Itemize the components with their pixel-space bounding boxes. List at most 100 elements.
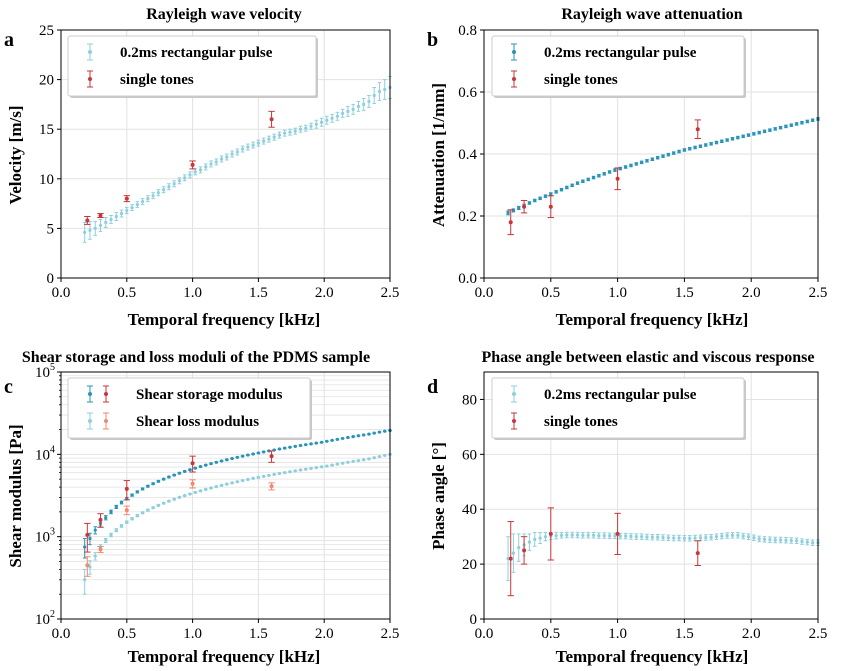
data-point [586, 177, 591, 182]
data-point [93, 526, 98, 535]
marker [522, 548, 527, 553]
x-tick-label: 1.5 [675, 285, 694, 301]
data-point [800, 538, 804, 545]
marker [119, 500, 124, 505]
data-point [602, 532, 607, 539]
panel-label: c [4, 376, 13, 398]
data-point [151, 482, 155, 486]
marker [618, 534, 622, 538]
legend-label: single tones [544, 72, 618, 88]
marker [269, 117, 274, 122]
y-axis-label: Phase angle [°] [429, 442, 448, 550]
marker [314, 122, 318, 126]
marker [172, 473, 176, 477]
data-point [725, 138, 729, 142]
marker [367, 457, 371, 461]
data-point [538, 196, 542, 201]
marker [114, 214, 118, 219]
marker [269, 454, 274, 459]
marker [548, 204, 553, 209]
marker [377, 430, 382, 434]
legend-marker [87, 385, 93, 403]
marker [190, 162, 195, 167]
data-point [746, 533, 751, 540]
data-point [161, 477, 166, 481]
marker [209, 486, 213, 490]
data-point [103, 515, 108, 521]
marker [607, 534, 612, 538]
data-point [346, 460, 350, 464]
data-point [277, 447, 282, 451]
marker [666, 536, 670, 540]
marker [597, 533, 601, 538]
y-tick-label: 105 [35, 362, 55, 381]
data-point [84, 522, 91, 553]
marker [704, 535, 708, 540]
marker [549, 192, 553, 196]
marker [135, 514, 139, 518]
data-point [314, 466, 319, 470]
marker [736, 135, 740, 140]
data-point [130, 204, 134, 212]
data-point [251, 452, 255, 456]
data-point [698, 144, 703, 148]
marker [666, 153, 670, 157]
marker [325, 118, 329, 122]
data-point [752, 132, 756, 136]
data-point [506, 210, 510, 216]
data-point [372, 431, 377, 435]
y-tick-label: 103 [35, 527, 55, 546]
marker [508, 220, 513, 225]
marker [634, 535, 638, 539]
marker [581, 179, 585, 183]
data-point [140, 511, 145, 515]
marker [762, 129, 767, 133]
marker [661, 154, 665, 158]
marker [198, 464, 203, 469]
marker [146, 197, 150, 201]
data-point [335, 437, 340, 441]
marker [288, 470, 292, 474]
data-point [703, 534, 708, 541]
legend: 0.2ms rectangular pulse single tones [491, 377, 746, 440]
data-point [256, 139, 261, 147]
data-point [268, 482, 275, 491]
data-point [282, 129, 287, 137]
data-point [261, 137, 266, 145]
marker [351, 435, 355, 439]
marker [695, 127, 700, 132]
marker [293, 129, 297, 133]
data-point [538, 532, 542, 545]
data-point [256, 451, 261, 455]
marker [267, 137, 271, 141]
marker [591, 175, 596, 180]
y-tick-label: 0.0 [458, 271, 477, 287]
data-point [346, 435, 350, 440]
marker [624, 165, 628, 169]
data-point [203, 487, 208, 492]
marker [677, 149, 681, 154]
series-0-2ms-rectangular-pulse [506, 117, 820, 216]
marker [508, 556, 513, 561]
marker [314, 466, 318, 470]
data-point [84, 215, 91, 225]
marker [773, 127, 777, 131]
marker [768, 538, 772, 542]
marker [736, 533, 740, 537]
data-point [309, 122, 313, 130]
x-tick-label: 1.5 [249, 626, 268, 642]
data-point [382, 429, 387, 433]
marker [190, 461, 195, 466]
data-point [687, 535, 692, 542]
data-point [230, 150, 234, 158]
data-point [177, 471, 182, 475]
data-point [597, 173, 601, 178]
marker [554, 190, 558, 194]
data-point [736, 532, 740, 539]
x-tick-label: 2.0 [742, 626, 761, 642]
x-axis-label: Temporal frequency [kHz] [556, 647, 749, 666]
x-tick-label: 1.0 [183, 285, 202, 301]
data-point [694, 540, 701, 566]
marker [304, 126, 308, 130]
marker [283, 470, 287, 475]
